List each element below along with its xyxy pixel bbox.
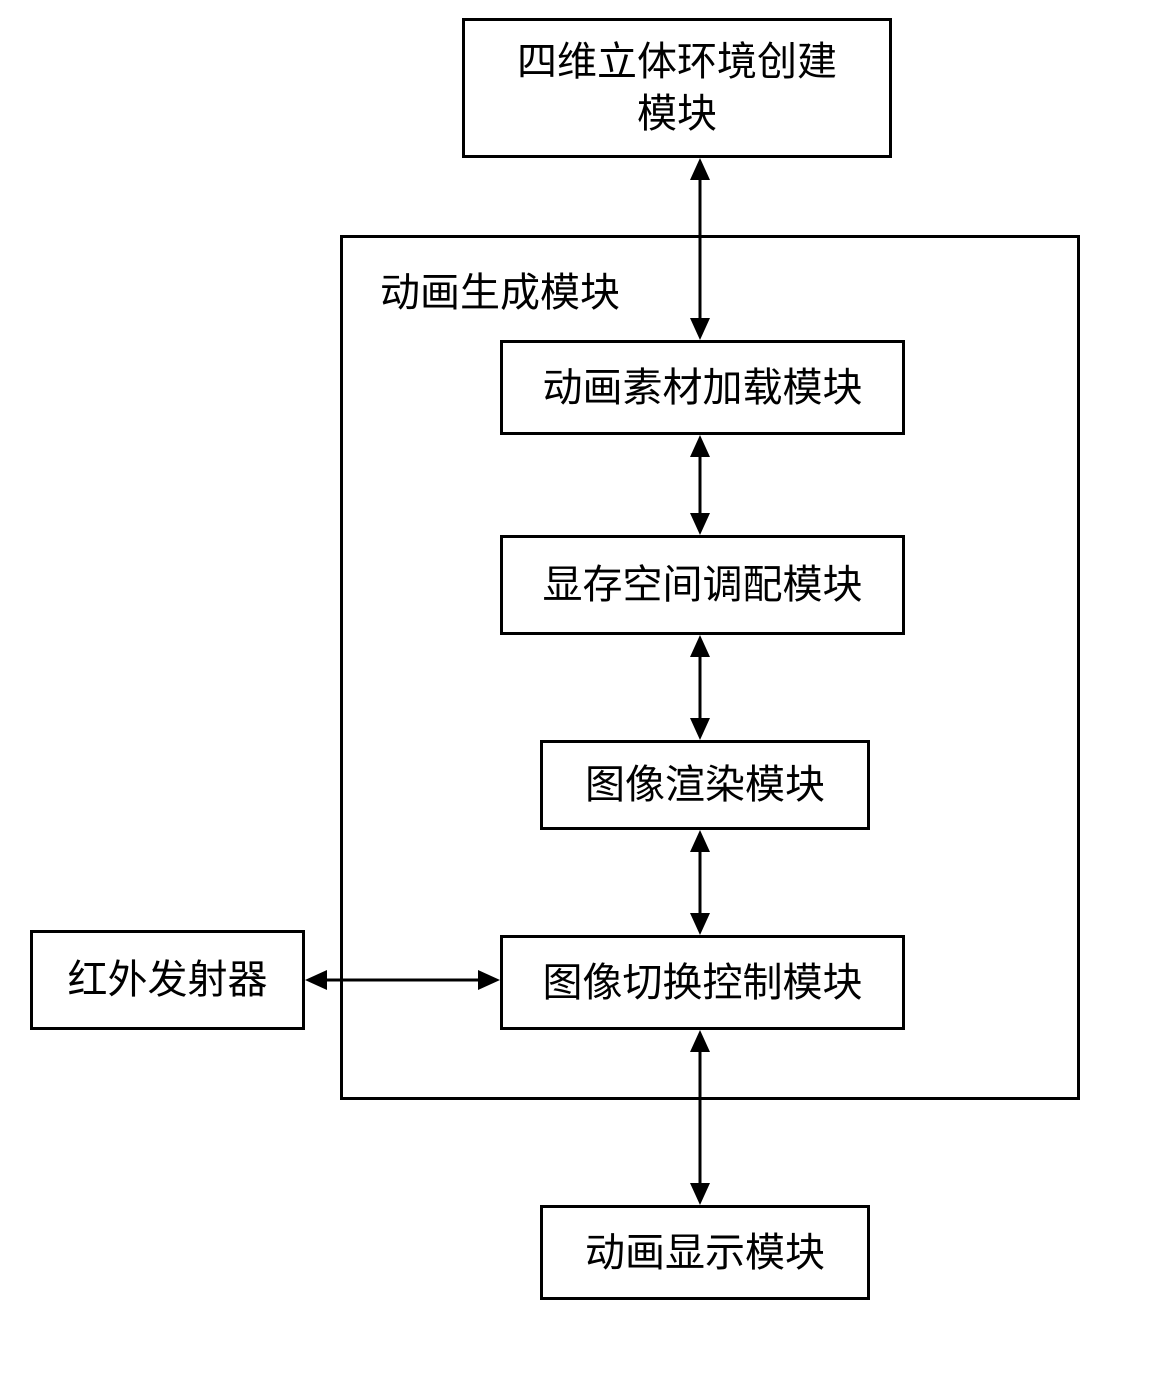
node-top: 四维立体环境创建模块 xyxy=(462,18,892,158)
node-n2-label: 显存空间调配模块 xyxy=(543,559,863,611)
node-n3: 图像渲染模块 xyxy=(540,740,870,830)
node-n4-label: 图像切换控制模块 xyxy=(543,957,863,1009)
node-top-label: 四维立体环境创建模块 xyxy=(517,36,837,140)
node-left: 红外发射器 xyxy=(30,930,305,1030)
node-n1: 动画素材加载模块 xyxy=(500,340,905,435)
node-bottom-label: 动画显示模块 xyxy=(585,1227,825,1279)
node-n1-label: 动画素材加载模块 xyxy=(543,362,863,414)
node-left-label: 红外发射器 xyxy=(68,954,268,1006)
node-n4: 图像切换控制模块 xyxy=(500,935,905,1030)
diagram-canvas: 动画生成模块 四维立体环境创建模块 动画素材加载模块 显存空间调配模块 图像渲染… xyxy=(0,0,1159,1374)
node-n2: 显存空间调配模块 xyxy=(500,535,905,635)
node-bottom: 动画显示模块 xyxy=(540,1205,870,1300)
node-n3-label: 图像渲染模块 xyxy=(585,759,825,811)
container-label: 动画生成模块 xyxy=(380,260,620,318)
